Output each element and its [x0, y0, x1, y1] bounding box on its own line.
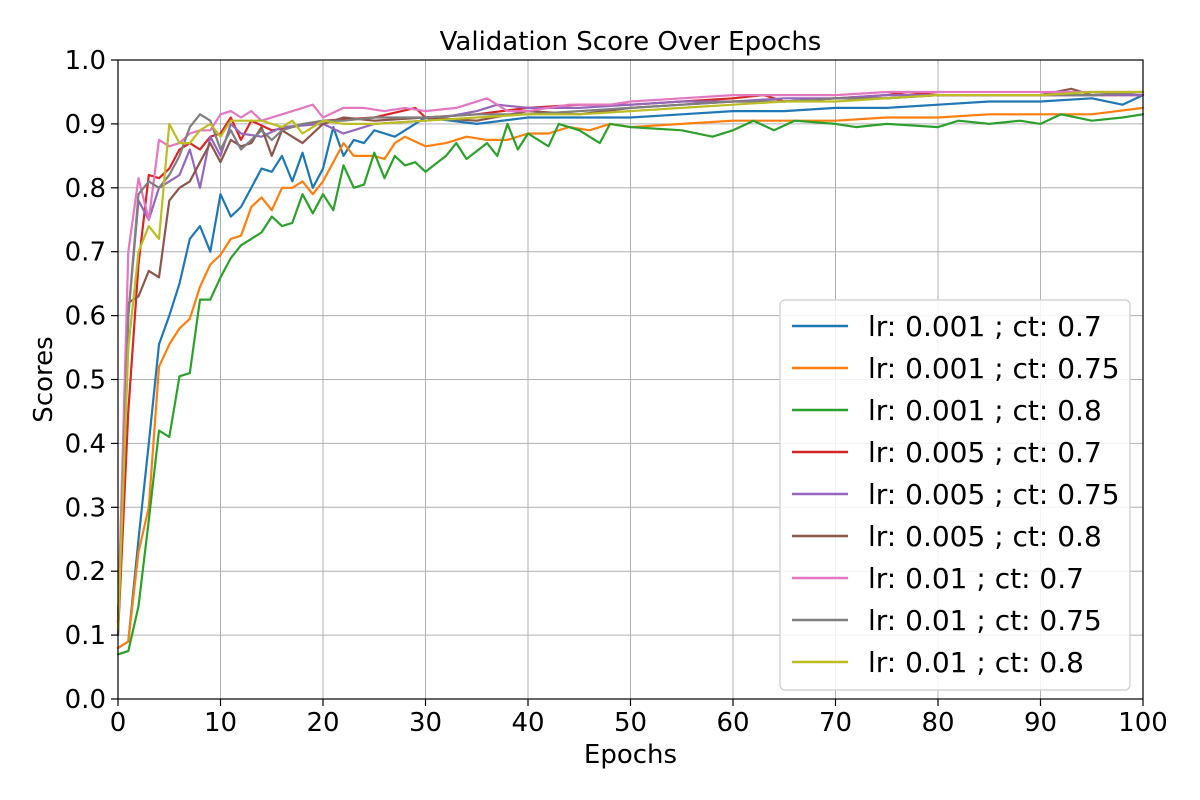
y-tick-label: 0.3 — [65, 493, 106, 523]
x-tick-label: 90 — [1024, 708, 1057, 738]
y-tick-label: 0.2 — [65, 557, 106, 587]
y-tick-label: 0.9 — [65, 110, 106, 140]
y-axis-ticks: 0.0 0.1 0.2 0.3 0.4 0.5 0.6 0.7 0.8 0.9 1.0 — [65, 46, 118, 715]
series-line-8 — [116, 90, 1145, 637]
x-tick-label: 30 — [409, 708, 442, 738]
y-tick-label: 0.5 — [65, 366, 106, 396]
y-tick-label: 0.4 — [65, 429, 106, 459]
y-tick-label: 0.7 — [65, 238, 106, 268]
legend-entry: lr: 0.01 ; ct: 0.7 — [868, 562, 1084, 595]
legend-entry: lr: 0.01 ; ct: 0.8 — [868, 646, 1084, 679]
legend-box — [779, 299, 1131, 691]
x-axis-label: Epochs — [584, 740, 677, 770]
x-tick-label: 100 — [1118, 708, 1168, 738]
x-axis-ticks: 0 10 20 30 40 50 60 70 80 90 100 — [110, 699, 1168, 738]
legend-entry: lr: 0.01 ; ct: 0.75 — [868, 604, 1102, 637]
legend-entry: lr: 0.001 ; ct: 0.75 — [868, 352, 1120, 385]
legend-entry: lr: 0.005 ; ct: 0.7 — [868, 436, 1102, 469]
legend-entry: lr: 0.001 ; ct: 0.8 — [868, 394, 1102, 427]
legend: lr: 0.001 ; ct: 0.7 lr: 0.001 ; ct: 0.75 l… — [779, 299, 1131, 691]
x-tick-label: 0 — [110, 708, 127, 738]
series-group — [116, 87, 1145, 656]
legend-entry: lr: 0.005 ; ct: 0.75 — [868, 478, 1120, 511]
y-tick-label: 0.6 — [65, 302, 106, 332]
y-tick-label: 0.8 — [65, 174, 106, 204]
y-tick-label: 1.0 — [65, 46, 106, 76]
x-tick-label: 60 — [716, 708, 749, 738]
y-axis-label: Scores — [29, 336, 59, 422]
series-line-9 — [116, 90, 1145, 630]
legend-entry: lr: 0.001 ; ct: 0.7 — [868, 310, 1102, 343]
legend-entry: lr: 0.005 ; ct: 0.8 — [868, 520, 1102, 553]
series-line-3 — [116, 113, 1145, 656]
x-tick-label: 80 — [921, 708, 954, 738]
x-tick-label: 40 — [511, 708, 544, 738]
x-tick-label: 10 — [204, 708, 237, 738]
series-line-5 — [116, 93, 1145, 624]
y-tick-label: 0.1 — [65, 621, 106, 651]
x-tick-label: 50 — [614, 708, 647, 738]
x-tick-label: 70 — [819, 708, 852, 738]
chart-title: Validation Score Over Epochs — [440, 27, 822, 57]
y-tick-label: 0.0 — [65, 685, 106, 715]
series-line-1 — [116, 93, 1145, 650]
x-tick-label: 20 — [306, 708, 339, 738]
